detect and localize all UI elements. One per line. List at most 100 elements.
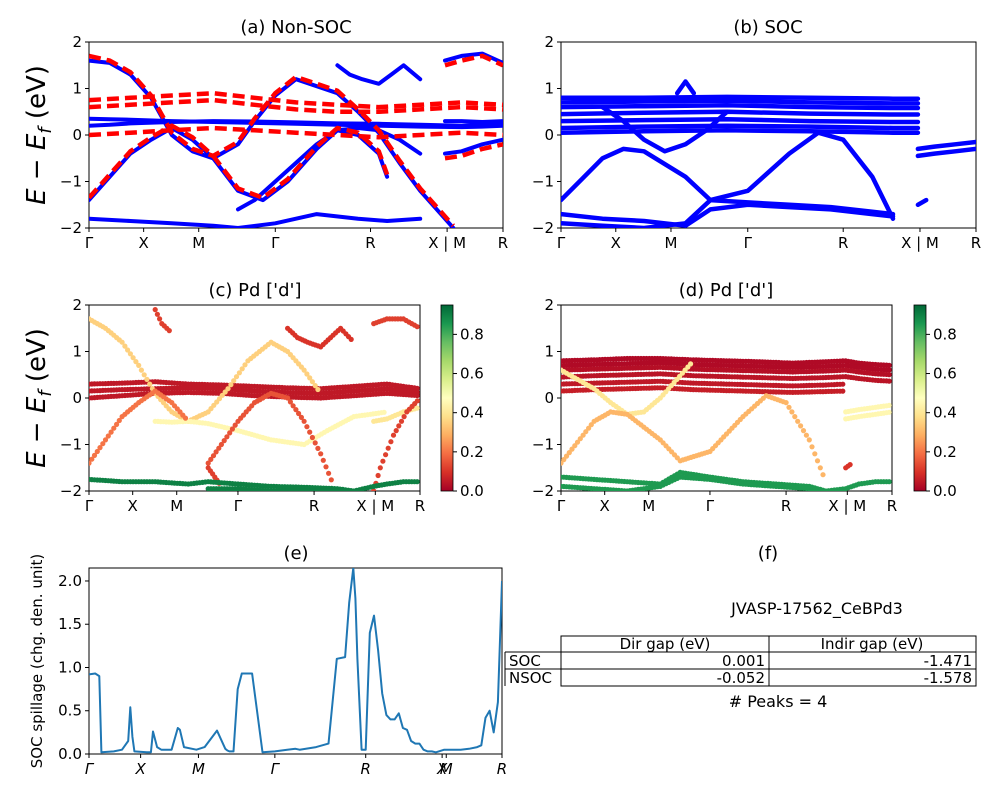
x-tick-label: M [440, 760, 453, 778]
projection-point [783, 400, 789, 406]
projection-point [224, 434, 230, 440]
x-tick-label: X | M [828, 497, 866, 515]
projection-point [561, 457, 567, 463]
projection-point [130, 355, 136, 361]
projection-point [586, 425, 592, 431]
projection-point [414, 324, 420, 330]
band-4 [561, 116, 921, 125]
projection-point [89, 456, 95, 462]
projection-point [795, 418, 801, 424]
projection-point [814, 458, 821, 464]
projection-point [293, 407, 299, 413]
x-tick-label: Γ [85, 234, 94, 252]
projection-point [298, 414, 304, 420]
projection-point [218, 441, 224, 448]
plot-frame [88, 567, 503, 755]
projection-point [136, 362, 142, 368]
projection-point [100, 441, 106, 447]
projection-point [414, 479, 420, 485]
x-tick-label: Γ [85, 497, 94, 515]
band-1 [89, 119, 503, 128]
projection-point [323, 464, 329, 470]
colorbar-tick-label: 0.4 [933, 404, 957, 422]
projection-point [287, 399, 293, 405]
projection-point [789, 409, 795, 415]
nsoc-band-10 [89, 90, 503, 110]
projection-point [301, 418, 307, 424]
projection-point [577, 436, 583, 442]
projection-point [812, 451, 818, 457]
projection-point [216, 445, 222, 451]
nsoc-band-11 [89, 97, 503, 115]
y-tick-label: 1 [544, 343, 554, 361]
x-tick-label: Γ [557, 497, 566, 515]
projection-point [388, 439, 394, 445]
y-tick-label: −1 [532, 173, 554, 191]
projection-point [396, 423, 402, 429]
x-tick-label: R [498, 234, 508, 252]
x-tick-label: R [497, 760, 507, 778]
x-tick-label: X | M [356, 497, 394, 515]
y-tick-label: 2 [544, 33, 554, 51]
projection-point [108, 429, 114, 435]
y-tick-label: 0 [72, 126, 82, 144]
projection-point [97, 445, 103, 451]
plot-frame [560, 41, 977, 229]
band-7 [443, 51, 503, 65]
projection-point [233, 374, 240, 380]
x-tick-label: R [838, 234, 848, 252]
nsoc-band-14 [89, 123, 390, 201]
projection-point [840, 381, 846, 387]
colorbar-tick-label: 0.6 [460, 365, 484, 383]
x-tick-label: R [887, 497, 897, 515]
projection-point [227, 430, 233, 436]
projection-point [285, 395, 291, 401]
projection-point [381, 409, 387, 415]
x-tick-label: M [664, 234, 677, 252]
x-tick-label: R [309, 497, 319, 515]
band-10 [561, 202, 896, 228]
projection-point [414, 385, 420, 391]
projection-point [390, 432, 397, 438]
projection-point [375, 472, 381, 479]
y-tick-label: 0.5 [58, 702, 82, 720]
projection-point [309, 379, 315, 385]
projection-point [385, 445, 391, 451]
projection-point [208, 456, 214, 462]
projection-point [792, 414, 798, 420]
band-5 [335, 63, 423, 86]
colorbar-scale [440, 304, 454, 492]
y-tick-label: 0 [544, 126, 554, 144]
projection-point [380, 458, 386, 464]
panel-a-nonsoc-bands: −2 −1 0 1 2 Γ X M Γ R X | M R [60, 33, 508, 252]
x-tick-label: Γ [744, 234, 753, 252]
nsoc-band-13 [89, 53, 455, 228]
x-tick-label: Γ [85, 760, 95, 778]
band-1 [561, 98, 921, 106]
projection-point [886, 367, 892, 373]
projection-point [583, 429, 589, 435]
projection-point [806, 437, 812, 443]
panel-d-pd-d-projection: −2 −1 0 1 2 Γ X M Γ R X | M R [532, 296, 897, 515]
band-7 [600, 104, 730, 154]
table-cell: -1.578 [924, 669, 972, 687]
projection-point [688, 361, 694, 367]
band-14 [915, 197, 929, 208]
x-tick-label: X [436, 760, 448, 778]
projection-point [886, 402, 892, 408]
y-tick-label: 2 [544, 296, 554, 314]
projection-point [414, 398, 420, 404]
projection-point [817, 465, 823, 471]
y-tick-label: 0.0 [58, 745, 82, 763]
projection-point [166, 328, 172, 334]
y-tick-label: −1 [532, 436, 554, 454]
y-tick-label: 1 [544, 80, 554, 98]
band-8 [443, 119, 503, 124]
projection-point [318, 451, 324, 457]
x-tick-label: X [128, 497, 138, 515]
projection-point [116, 417, 122, 424]
projection-point [315, 386, 321, 393]
projection-point [320, 457, 326, 463]
x-tick-label: R [360, 760, 370, 778]
y-tick-label: −1 [60, 173, 82, 191]
